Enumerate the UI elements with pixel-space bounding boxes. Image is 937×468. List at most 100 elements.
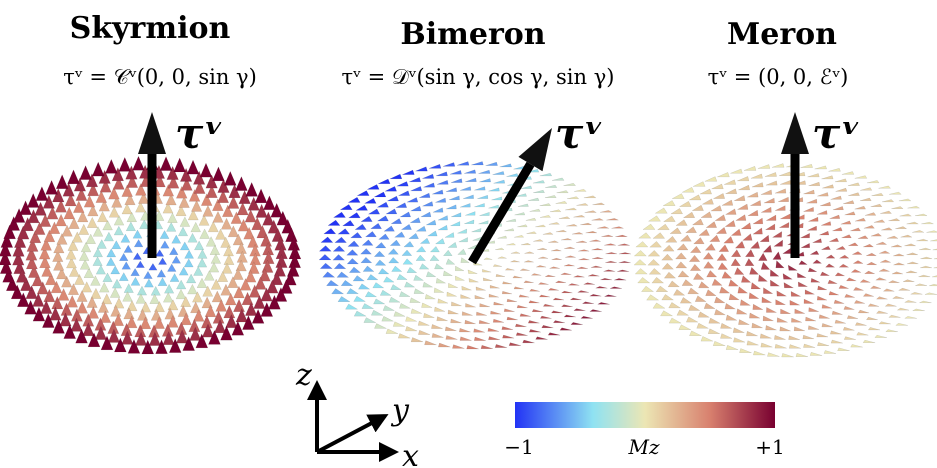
cone — [870, 233, 883, 237]
cone — [776, 290, 788, 297]
cone — [132, 229, 143, 239]
cone — [646, 294, 660, 301]
cone — [276, 210, 290, 226]
cone — [711, 278, 723, 286]
cone — [516, 304, 528, 309]
axis-triad — [307, 380, 399, 462]
cone — [425, 219, 437, 226]
cone — [537, 282, 549, 285]
cone — [544, 195, 557, 198]
cone — [461, 285, 472, 291]
cone — [480, 344, 494, 349]
cone — [465, 177, 477, 183]
cone — [13, 233, 27, 248]
cone — [464, 219, 475, 224]
cone — [173, 157, 187, 173]
cone — [853, 300, 865, 304]
cone — [153, 300, 165, 313]
cone — [715, 226, 727, 234]
cone — [854, 322, 867, 326]
cone — [374, 242, 387, 249]
cone — [747, 191, 759, 198]
cone — [573, 275, 585, 278]
cone — [572, 232, 584, 235]
cone — [535, 336, 548, 340]
cone — [419, 237, 431, 244]
cone — [833, 299, 845, 304]
cone — [426, 230, 438, 237]
cone — [734, 240, 746, 249]
cone — [533, 239, 545, 242]
cone — [171, 234, 182, 244]
cone — [879, 250, 890, 254]
cone — [808, 216, 819, 222]
cone — [647, 215, 662, 222]
cone — [808, 307, 819, 312]
cone — [828, 291, 839, 296]
cone — [183, 258, 194, 268]
cone — [478, 169, 491, 174]
cone — [760, 342, 773, 348]
cone — [383, 225, 395, 232]
cone — [235, 308, 248, 323]
cone — [415, 225, 427, 232]
cone — [387, 248, 399, 255]
cone — [376, 201, 389, 208]
cone — [800, 242, 811, 248]
cone — [566, 224, 579, 227]
cone — [360, 256, 373, 264]
cone — [148, 331, 162, 346]
colorbar-label: Mz — [627, 435, 659, 459]
cone — [780, 213, 791, 220]
cone — [539, 172, 553, 177]
cone — [692, 272, 705, 280]
cone — [459, 327, 471, 333]
cone — [98, 199, 110, 212]
cone — [824, 263, 836, 268]
cone — [372, 282, 385, 289]
cone — [502, 281, 513, 285]
cone — [255, 203, 268, 218]
cone — [231, 320, 245, 336]
cone — [109, 287, 121, 298]
cone — [379, 289, 392, 296]
cone — [185, 273, 197, 284]
cone — [812, 259, 823, 264]
cone — [428, 163, 442, 169]
cone — [795, 352, 809, 357]
cone — [707, 328, 720, 334]
cone — [838, 284, 849, 289]
cone — [563, 264, 575, 267]
cone — [595, 286, 608, 289]
cone — [501, 290, 513, 295]
cone — [478, 319, 491, 324]
cone — [878, 268, 890, 272]
cone — [640, 285, 655, 292]
cone — [490, 310, 502, 315]
cone — [72, 200, 85, 213]
cone — [652, 302, 666, 309]
cone — [606, 218, 619, 221]
cone — [863, 243, 875, 248]
cone — [442, 249, 453, 256]
cone — [455, 275, 465, 281]
cone — [551, 249, 562, 252]
cone — [210, 278, 222, 290]
cone — [829, 214, 841, 219]
cone — [217, 270, 229, 282]
cone — [64, 192, 77, 207]
cone — [732, 327, 745, 333]
cone — [515, 332, 528, 336]
cone — [775, 260, 785, 269]
cone — [655, 285, 669, 292]
cone — [333, 262, 347, 270]
cone — [492, 318, 505, 323]
cone — [821, 245, 831, 250]
cone — [373, 250, 386, 257]
cone — [860, 187, 873, 191]
cone — [933, 257, 937, 260]
cone — [803, 343, 816, 348]
cone — [800, 163, 813, 168]
cone — [420, 211, 432, 218]
cone — [699, 188, 713, 195]
